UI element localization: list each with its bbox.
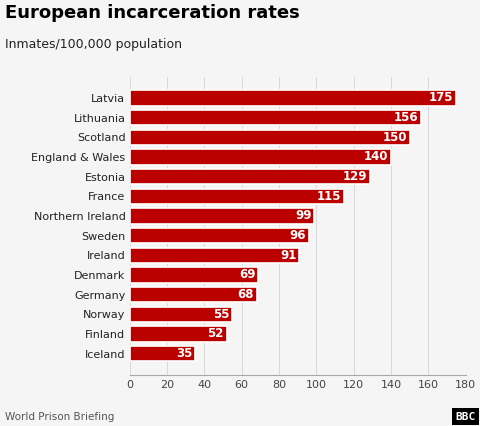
Bar	[130, 110, 421, 125]
Text: BBC: BBC	[455, 412, 475, 422]
Text: 69: 69	[239, 268, 256, 282]
Text: 52: 52	[207, 328, 224, 340]
Bar	[130, 228, 309, 243]
Text: 68: 68	[237, 288, 254, 301]
Text: 99: 99	[295, 210, 312, 222]
Text: 91: 91	[280, 249, 297, 262]
Text: World Prison Briefing: World Prison Briefing	[5, 412, 114, 422]
Text: European incarceration rates: European incarceration rates	[5, 4, 300, 22]
Text: 156: 156	[394, 111, 418, 124]
Bar	[130, 90, 456, 106]
Text: 150: 150	[382, 131, 407, 144]
Text: 55: 55	[213, 308, 229, 321]
Bar	[130, 169, 371, 184]
Text: Inmates/100,000 population: Inmates/100,000 population	[5, 38, 182, 52]
Bar	[130, 307, 232, 322]
Text: 129: 129	[343, 170, 368, 183]
Bar	[130, 130, 409, 145]
Text: 35: 35	[176, 347, 192, 360]
Bar	[130, 208, 314, 224]
Bar	[130, 267, 258, 282]
Bar	[130, 326, 227, 342]
Text: 96: 96	[289, 229, 306, 242]
Text: 175: 175	[429, 92, 454, 104]
Bar	[130, 248, 300, 263]
Bar	[130, 346, 195, 361]
Text: 115: 115	[317, 190, 341, 203]
Bar	[130, 149, 391, 164]
Bar	[130, 189, 344, 204]
Text: 140: 140	[364, 150, 388, 164]
Bar	[130, 287, 256, 302]
